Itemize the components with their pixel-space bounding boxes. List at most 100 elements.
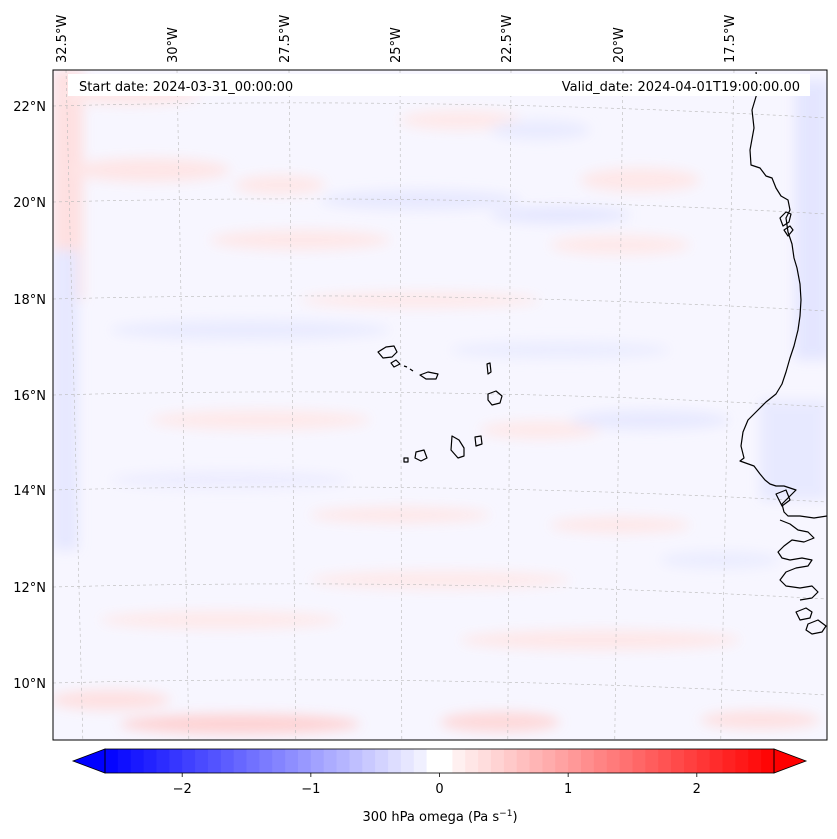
lat-label: 10°N (13, 677, 46, 692)
parallel-line (53, 198, 827, 215)
colorbar-segment (619, 749, 634, 773)
valid-date-label: Valid_date: 2024-04-01T19:00:00.00 (562, 80, 800, 95)
longitude-labels: 32.5°W 30°W 27.5°W 25°W 22.5°W 20°W 17.5… (55, 15, 738, 63)
colorbar-segment (696, 749, 711, 773)
colorbar-segment (709, 749, 724, 773)
colorbar-segment (568, 749, 582, 773)
colorbar-segment (722, 749, 737, 773)
colorbar-segment (658, 749, 672, 773)
fogo (414, 449, 428, 462)
colorbar-segment (182, 749, 196, 773)
colorbar-segment (272, 749, 286, 773)
colorbar-segment (207, 749, 222, 773)
colorbar-segment (413, 749, 428, 773)
colorbar-segment (117, 749, 132, 773)
meridian-line (614, 70, 624, 740)
colorbar-segment (349, 749, 363, 773)
date-banner (68, 74, 810, 96)
colorbar-segment (362, 749, 376, 773)
lon-label: 17.5°W (723, 15, 738, 63)
meridian-line (399, 70, 403, 740)
colorbar-tick-label: 1 (564, 782, 572, 797)
start-date-label: Start date: 2024-03-31_00:00:00 (79, 80, 293, 95)
colorbar-segment (259, 749, 273, 773)
colorbar-segment (143, 749, 158, 773)
lat-label: 12°N (13, 581, 46, 596)
gridlines (53, 70, 827, 740)
parallel-line (53, 295, 827, 312)
colorbar-segment (323, 749, 338, 773)
omega-field (53, 70, 827, 740)
meridian-line (65, 70, 84, 740)
colorbar-segment (465, 749, 479, 773)
colorbar-segment (375, 749, 389, 773)
lon-label: 20°W (612, 27, 627, 63)
parallel-line (53, 583, 827, 600)
meridian-line (507, 70, 512, 740)
lat-label: 22°N (13, 100, 46, 115)
map-frame (52, 69, 828, 741)
meridian-line (288, 70, 297, 740)
colorbar-tick-label: 0 (435, 782, 443, 797)
colorbar-segment (542, 749, 556, 773)
latitude-labels: 22°N 20°N 18°N 16°N 14°N 12°N 10°N (13, 100, 46, 692)
colorbar-segment (593, 749, 608, 773)
santo-antao (377, 345, 398, 359)
colorbar-segment (426, 749, 441, 773)
lat-label: 14°N (13, 484, 46, 499)
colorbar-segment (285, 749, 299, 773)
africa-coastline (739, 71, 827, 519)
colorbar-segment (490, 749, 505, 773)
colorbar-tick-label: −1 (301, 782, 320, 797)
lat-label: 16°N (13, 389, 46, 404)
colorbar-segment (452, 749, 466, 773)
colorbar-segment (297, 749, 312, 773)
coastline (377, 71, 827, 635)
sao-vicente (390, 359, 401, 368)
colorbar-segment (105, 749, 119, 773)
meridian-line (720, 70, 735, 740)
colorbar-segment (388, 749, 402, 773)
colorbar-segment (671, 749, 685, 773)
colorbar-segment (336, 749, 351, 773)
colorbar-segment (233, 749, 248, 773)
santiago (450, 435, 465, 459)
parallel-line (53, 679, 827, 696)
colorbar-label: 300 hPa omega (Pa s−1) (362, 809, 517, 825)
lon-label: 27.5°W (278, 15, 293, 63)
lon-label: 30°W (166, 27, 181, 63)
colorbar-segment (156, 749, 170, 773)
colorbar-segment (581, 749, 595, 773)
parallel-line (53, 102, 827, 119)
colorbar-segment (130, 749, 145, 773)
colorbar-segments (105, 749, 775, 773)
colorbar-ticks: −2 −1 0 1 2 (173, 773, 701, 797)
colorbar-segment (195, 749, 209, 773)
colorbar-segment (735, 749, 749, 773)
colorbar-tick-label: 2 (693, 782, 701, 797)
colorbar-segment (503, 749, 518, 773)
colorbar-segment (761, 749, 775, 773)
colorbar-segment (748, 749, 762, 773)
lon-label: 25°W (389, 27, 404, 63)
colorbar-segment (439, 749, 453, 773)
lon-label: 22.5°W (500, 15, 515, 63)
meridian-line (176, 70, 190, 740)
colorbar-min-extend (71, 748, 106, 774)
colorbar-segment (516, 749, 531, 773)
colorbar-segment (169, 749, 183, 773)
colorbar-segment (246, 749, 260, 773)
colorbar-segment (529, 749, 544, 773)
colorbar-segment (555, 749, 569, 773)
lat-label: 18°N (13, 293, 46, 308)
colorbar-segment (310, 749, 325, 773)
colorbar-segment (645, 749, 659, 773)
brava (403, 457, 409, 463)
colorbar: −2 −1 0 1 2 300 hPa omega (Pa s−1) (71, 748, 808, 825)
parallel-line (53, 486, 827, 503)
colorbar-segment (478, 749, 492, 773)
sal (486, 362, 492, 375)
colorbar-tick-label: −2 (173, 782, 192, 797)
colorbar-segment (606, 749, 621, 773)
